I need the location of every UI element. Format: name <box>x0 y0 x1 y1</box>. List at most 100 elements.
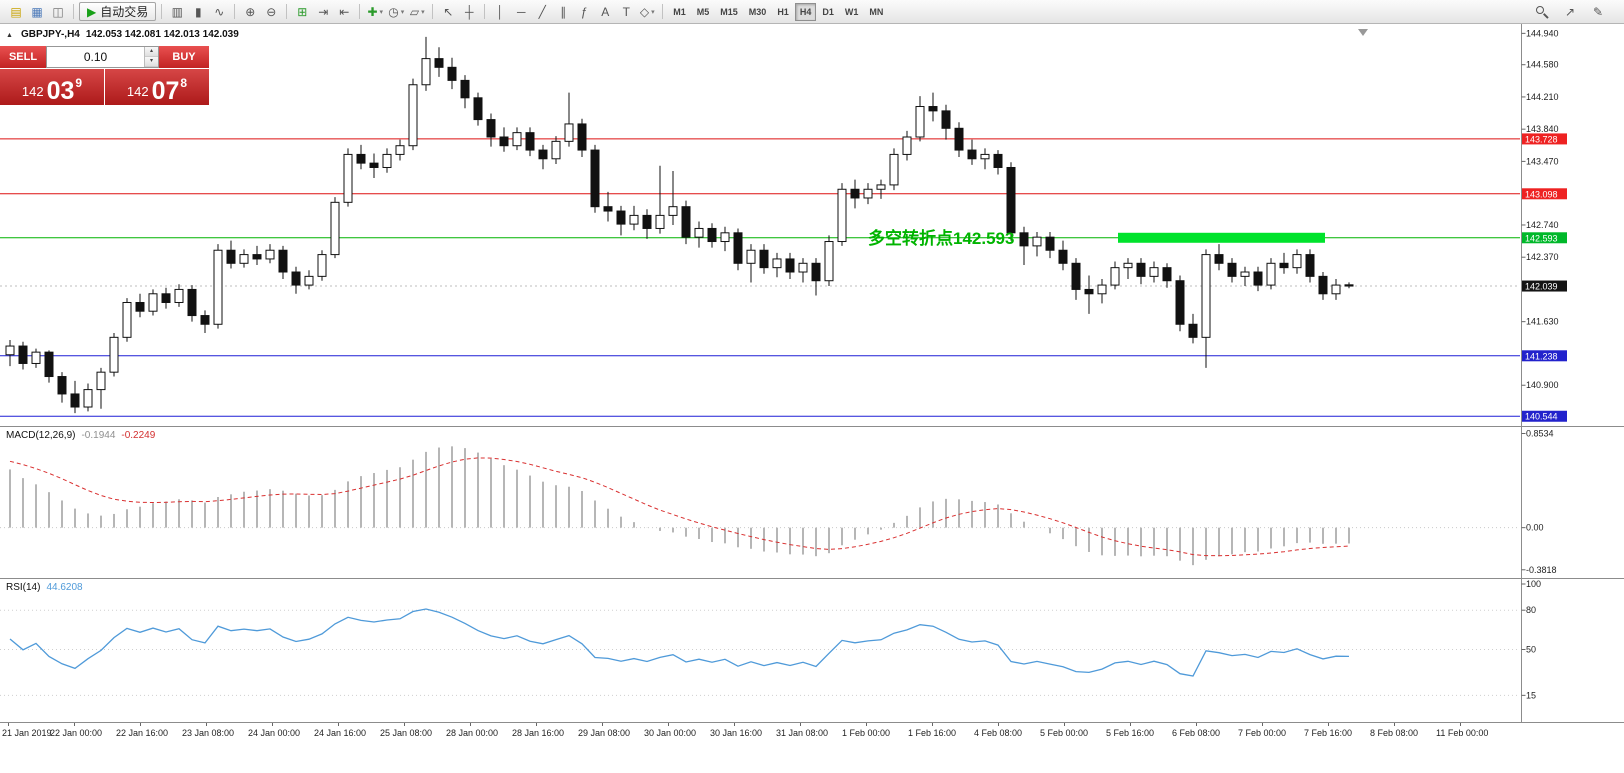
shapes-icon: ◇ <box>639 4 650 19</box>
volume-up-icon[interactable]: ▴ <box>145 47 158 57</box>
line-chart-icon: ∿ <box>214 4 225 19</box>
label-icon-button[interactable]: T <box>616 2 636 22</box>
dropdown-caret-icon: ▾ <box>379 8 384 16</box>
tile-windows-icon-button[interactable]: ⊞ <box>292 2 312 22</box>
toolbar-separator <box>432 4 434 19</box>
timeframe-h4-button[interactable]: H4 <box>794 2 817 21</box>
channel-icon: ∥ <box>560 4 567 19</box>
templates-icon-button[interactable]: ▱ ▾ <box>407 2 427 22</box>
time-tick <box>1394 723 1395 726</box>
time-label: 23 Jan 08:00 <box>182 728 235 738</box>
timeframe-m1-button[interactable]: M1 <box>668 3 691 21</box>
time-label: 28 Jan 16:00 <box>512 728 565 738</box>
time-tick <box>734 723 735 726</box>
time-label: 7 Feb 00:00 <box>1238 728 1287 738</box>
timeframe-w1-button[interactable]: W1 <box>840 3 864 21</box>
new-order-icon: ▤ <box>10 4 22 19</box>
dropdown-caret-icon: ▾ <box>651 8 655 16</box>
line-chart-icon-button[interactable]: ∿ <box>209 2 229 22</box>
periods-icon-button[interactable]: ◷ ▾ <box>386 2 406 22</box>
svg-text:142.740: 142.740 <box>1526 220 1559 230</box>
toolbar: ▤ ▦ ◫ ▶ 自动交易 ▥ ▮ ∿ ⊕ ⊖ ⊞ ⇥ ⇤ ✚ ▾ ◷ ▾ ▱ ▾ ↖ ┼ │ ─ ╱ ∥ ƒ A T ◇ ▾ M1 M5 M15… <box>0 0 1624 24</box>
text-icon-button[interactable]: A <box>595 2 615 22</box>
time-label: 22 Jan 00:00 <box>50 728 103 738</box>
time-label: 8 Feb 08:00 <box>1370 728 1419 738</box>
autotrading-label: 自动交易 <box>100 5 149 19</box>
macd-panel[interactable]: 0.8534 0.00 -0.3818 <box>0 426 1624 578</box>
dropdown-caret-icon: ▾ <box>400 8 405 16</box>
sell-price-prefix: 142 <box>21 84 44 99</box>
timeframe-d1-button[interactable]: D1 <box>817 3 839 21</box>
time-tick <box>74 723 75 726</box>
fibonacci-icon-button[interactable]: ƒ <box>574 2 594 22</box>
market-watch-icon-button[interactable]: ◫ <box>48 2 68 22</box>
svg-text:141.238: 141.238 <box>1525 351 1558 361</box>
timeframe-m30-button[interactable]: M30 <box>744 3 772 21</box>
macd-histogram <box>9 446 1350 566</box>
time-tick <box>1460 723 1461 726</box>
crosshair-icon-button[interactable]: ┼ <box>459 2 479 22</box>
timeframe-h1-button[interactable]: H1 <box>772 3 794 21</box>
buy-price-button[interactable]: 142 07 8 <box>105 69 209 105</box>
shapes-icon-button[interactable]: ◇ ▾ <box>637 2 657 22</box>
autotrading-button: ▶ <box>87 4 97 19</box>
trendline-icon-button[interactable]: ╱ <box>532 2 552 22</box>
tile-windows-icon: ⊞ <box>297 4 308 19</box>
timeframe-m5-button[interactable]: M5 <box>692 3 715 21</box>
autotrading-button[interactable]: ▶ 自动交易 <box>79 2 157 21</box>
horizontal-line-icon-button[interactable]: ─ <box>511 2 531 22</box>
edit-icon-button[interactable]: ✎ <box>1588 2 1608 22</box>
zoom-out-icon-button[interactable]: ⊖ <box>261 2 281 22</box>
auto-scroll-icon: ⇥ <box>318 4 329 19</box>
time-label: 24 Jan 00:00 <box>248 728 301 738</box>
time-label: 11 Feb 00:00 <box>1436 728 1489 738</box>
bar-chart-icon-button[interactable]: ▥ <box>167 2 187 22</box>
chart-shift-icon-button[interactable]: ⇤ <box>334 2 354 22</box>
volume-input[interactable]: 0.10 ▴ ▾ <box>46 46 159 68</box>
buy-price-point: 8 <box>180 76 188 90</box>
chart-window-icon-button[interactable]: ▦ <box>27 2 47 22</box>
time-tick <box>1064 723 1065 726</box>
pointer-icon-button[interactable]: ↗ <box>1560 2 1580 22</box>
timeframe-mn-button[interactable]: MN <box>864 3 888 21</box>
sell-button[interactable]: SELL <box>0 46 46 68</box>
time-label: 24 Jan 16:00 <box>314 728 367 738</box>
rsi-axis-labels: 100 80 50 15 <box>1521 579 1541 700</box>
candlestick-chart-icon-button[interactable]: ▮ <box>188 2 208 22</box>
sell-price-pips: 03 <box>46 76 75 105</box>
volume-value[interactable]: 0.10 <box>83 50 108 64</box>
sell-price-button[interactable]: 142 03 9 <box>0 69 104 105</box>
time-label: 7 Feb 16:00 <box>1304 728 1353 738</box>
volume-down-icon[interactable]: ▾ <box>145 57 158 67</box>
svg-text:0.00: 0.00 <box>1526 523 1544 533</box>
zoom-in-icon-button[interactable]: ⊕ <box>240 2 260 22</box>
timeframe-m15-button[interactable]: M15 <box>715 3 743 21</box>
channel-icon-button[interactable]: ∥ <box>553 2 573 22</box>
vertical-line-icon-button[interactable]: │ <box>490 2 510 22</box>
rsi-panel[interactable]: 100 80 50 15 <box>0 578 1624 722</box>
zoom-in-icon: ⊕ <box>245 4 256 19</box>
chart-shift-marker-icon[interactable] <box>1358 29 1368 36</box>
toolbar-separator <box>234 4 236 19</box>
highlight-level-bar[interactable] <box>1118 232 1325 243</box>
pivot-annotation[interactable]: 多空转折点142.593 <box>868 228 1014 248</box>
search-icon-button[interactable] <box>1532 2 1552 22</box>
buy-button[interactable]: BUY <box>159 46 209 68</box>
svg-text:143.840: 143.840 <box>1526 124 1559 134</box>
price-axis-labels: 144.940 144.580 144.210 143.840 143.470 142.7… <box>1521 28 1559 390</box>
cursor-icon-button[interactable]: ↖ <box>438 2 458 22</box>
vertical-line-icon: │ <box>496 4 505 19</box>
chart-shift-icon: ⇤ <box>339 4 350 19</box>
auto-scroll-icon-button[interactable]: ⇥ <box>313 2 333 22</box>
price-chart[interactable]: 多空转折点142.593 144.940 144.580 144.210 143.840… <box>0 24 1624 426</box>
time-label: 4 Feb 08:00 <box>974 728 1023 738</box>
volume-spinner[interactable]: ▴ ▾ <box>144 47 158 67</box>
text-icon: A <box>601 4 610 19</box>
new-order-icon-button[interactable]: ▤ <box>6 2 26 22</box>
horizontal-level-lines <box>0 138 1520 417</box>
macd-axis-labels: 0.8534 0.00 -0.3818 <box>1521 428 1557 575</box>
time-label: 29 Jan 08:00 <box>578 728 631 738</box>
buy-price-pips: 07 <box>151 76 180 105</box>
indicators-icon-button[interactable]: ✚ ▾ <box>365 2 385 22</box>
svg-text:144.940: 144.940 <box>1526 28 1559 38</box>
